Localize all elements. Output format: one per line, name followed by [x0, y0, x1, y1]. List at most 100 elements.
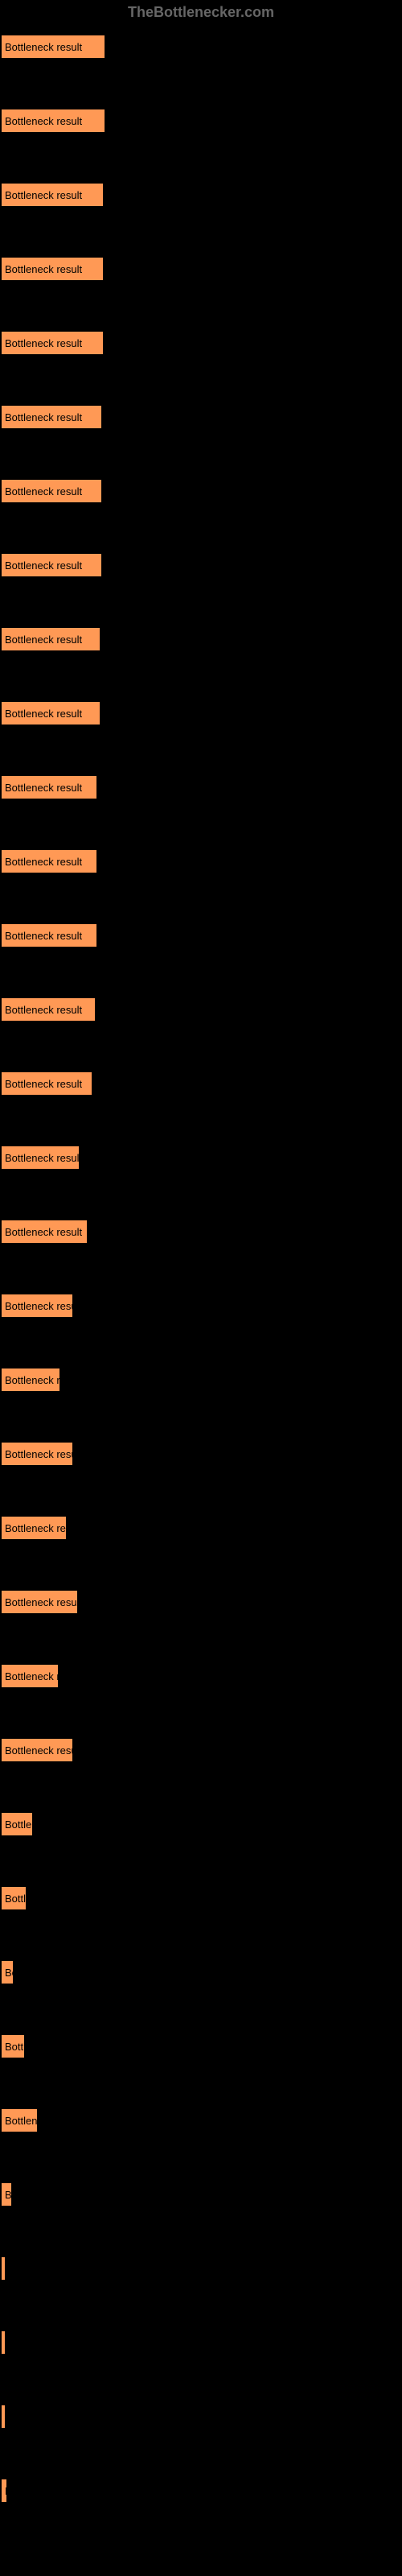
bar-top-label: [2, 913, 400, 924]
bar-label: Bottleneck result: [5, 782, 82, 794]
bar-top-label: [2, 1802, 400, 1813]
bar-row: Bottleneck result: [2, 172, 400, 222]
bar-row: Bottleneck result: [2, 2246, 400, 2296]
bar-label: Bottleneck result: [5, 1078, 82, 1090]
bar-top-label: [2, 1876, 400, 1887]
chart-bar: Bottleneck result: [2, 35, 105, 58]
chart-bar: Bottleneck result: [2, 332, 103, 354]
bar-label: Bottleneck result: [5, 634, 82, 646]
bar-label: Bottleneck result: [5, 1004, 82, 1016]
bar-label: Bottleneck result: [5, 1448, 72, 1460]
bar-top-label: [2, 469, 400, 480]
chart-bar: Bottleneck result: [2, 998, 95, 1021]
chart-bar: Bottleneck result: [2, 628, 100, 650]
bar-top-label: [2, 98, 400, 109]
bar-row: Bottleneck result: [2, 765, 400, 815]
chart-bar: Bottleneck result: [2, 1739, 72, 1761]
bar-top-label: [2, 2024, 400, 2035]
bar-top-label: [2, 691, 400, 702]
bar-row: Bottleneck result: [2, 987, 400, 1037]
bar-label: Bottleneck result: [5, 1152, 79, 1164]
chart-bar: Bottleneck result: [2, 1146, 79, 1169]
bar-row: Bottleneck result: [2, 24, 400, 74]
chart-bar: Bottleneck result: [2, 1813, 32, 1835]
bar-label: Bottleneck result: [5, 189, 82, 201]
bar-row: Bottleneck result: [2, 1209, 400, 1259]
bar-label: Bottleneck result: [5, 1744, 72, 1757]
chart-bar: Bottleneck result: [2, 924, 96, 947]
bottleneck-chart: Bottleneck result Bottleneck result Bottle…: [0, 0, 402, 2518]
bar-label: Bottleneck result: [5, 1967, 13, 1979]
bar-top-label: [2, 1728, 400, 1739]
bar-top-label: [2, 765, 400, 776]
bar-label: Bottleneck result: [5, 1300, 72, 1312]
bar-top-label: [2, 1579, 400, 1591]
bar-top-label: [2, 1135, 400, 1146]
bar-label: Bottleneck result: [5, 2485, 6, 2497]
chart-bar: Bottleneck result: [2, 1665, 58, 1687]
chart-bar: Bottleneck result: [2, 2183, 11, 2206]
chart-bar: Bottleneck result: [2, 1072, 92, 1095]
bar-top-label: [2, 1209, 400, 1220]
chart-bar: Bottleneck result: [2, 2405, 5, 2428]
bar-row: Bottleneck result: [2, 1876, 400, 1926]
chart-bar: Bottleneck result: [2, 554, 101, 576]
bar-top-label: [2, 24, 400, 35]
bar-top-label: [2, 172, 400, 184]
bar-row: Bottleneck result: [2, 1802, 400, 1852]
chart-bar: Bottleneck result: [2, 850, 96, 873]
bar-top-label: [2, 320, 400, 332]
chart-bar: Bottleneck result: [2, 184, 103, 206]
bar-label: Bottleneck result: [5, 559, 82, 572]
bar-label: Bottleneck result: [5, 41, 82, 53]
bar-label: Bottleneck result: [5, 485, 82, 497]
bar-top-label: [2, 1283, 400, 1294]
bar-row: Bottleneck result: [2, 394, 400, 444]
bar-row: Bottleneck result: [2, 617, 400, 667]
bar-row: Bottleneck result: [2, 1505, 400, 1555]
bar-top-label: [2, 1505, 400, 1517]
bar-row: Bottleneck result: [2, 320, 400, 370]
bar-row: Bottleneck result: [2, 2024, 400, 2074]
bar-label: Bottleneck result: [5, 263, 82, 275]
bar-top-label: [2, 1653, 400, 1665]
bar-row: Bottleneck result: [2, 1950, 400, 2000]
chart-bar: Bottleneck result: [2, 1294, 72, 1317]
bar-top-label: [2, 839, 400, 850]
chart-bar: Bottleneck result: [2, 702, 100, 724]
bar-label: Bottleneck result: [5, 1670, 58, 1682]
bar-top-label: [2, 394, 400, 406]
bar-row: Bottleneck result: [2, 1431, 400, 1481]
bar-top-label: [2, 987, 400, 998]
chart-bar: Bottleneck result: [2, 1443, 72, 1465]
bar-label: Bottleneck result: [5, 115, 82, 127]
bar-row: Bottleneck result: [2, 1579, 400, 1629]
chart-bar: Bottleneck result: [2, 2257, 5, 2280]
bar-top-label: [2, 1357, 400, 1368]
bar-top-label: [2, 1431, 400, 1443]
bar-row: Bottleneck result: [2, 1653, 400, 1703]
bar-label: Bottleneck result: [5, 1893, 26, 1905]
bar-top-label: [2, 2394, 400, 2405]
bar-top-label: [2, 246, 400, 258]
bar-label: Bottleneck result: [5, 930, 82, 942]
bar-top-label: [2, 2468, 400, 2479]
bar-label: Bottleneck result: [5, 1596, 77, 1608]
bar-label: Bottleneck result: [5, 1374, 59, 1386]
bar-row: Bottleneck result: [2, 469, 400, 518]
bar-label: Bottleneck result: [5, 708, 82, 720]
chart-bar: Bottleneck result: [2, 776, 96, 799]
bar-top-label: [2, 2172, 400, 2183]
bar-row: Bottleneck result: [2, 839, 400, 889]
chart-bar: Bottleneck result: [2, 1220, 87, 1243]
chart-bar: Bottleneck result: [2, 1517, 66, 1539]
bar-row: Bottleneck result: [2, 2172, 400, 2222]
bar-row: Bottleneck result: [2, 1357, 400, 1407]
bar-row: Bottleneck result: [2, 1728, 400, 1777]
bar-label: Bottleneck result: [5, 1818, 32, 1831]
bar-row: Bottleneck result: [2, 1283, 400, 1333]
bar-top-label: [2, 2246, 400, 2257]
bar-row: Bottleneck result: [2, 2098, 400, 2148]
bar-label: Bottleneck result: [5, 2115, 37, 2127]
bar-label: Bottleneck result: [5, 1522, 66, 1534]
